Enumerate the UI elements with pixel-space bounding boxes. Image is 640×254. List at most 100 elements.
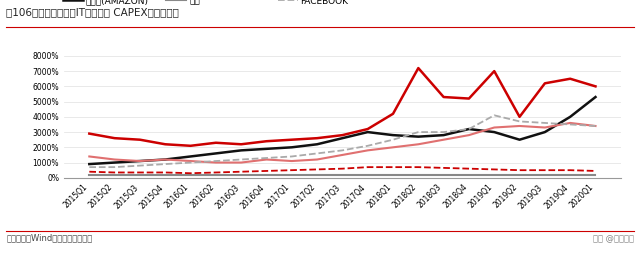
亚马逊(AMAZON) — [541, 131, 548, 134]
微软公司(MICROSOFT) — [490, 126, 498, 129]
谷歌(ALPHABET)-C — [541, 82, 548, 85]
谷歌(ALPHABET)-C — [187, 144, 195, 147]
亚马逊(AMAZON) — [389, 134, 397, 137]
FACEBOOK — [111, 166, 118, 169]
微软公司(MICROSOFT) — [86, 155, 93, 158]
甲骨文(ORACLE) — [465, 167, 473, 170]
思科 — [465, 173, 473, 176]
FACEBOOK — [237, 158, 245, 161]
谷歌(ALPHABET)-C — [465, 97, 473, 100]
微软公司(MICROSOFT) — [440, 138, 447, 141]
FACEBOOK — [566, 123, 574, 126]
谷歌(ALPHABET)-C — [262, 140, 270, 143]
谷歌(ALPHABET)-C — [237, 143, 245, 146]
FACEBOOK — [415, 131, 422, 134]
思科 — [187, 173, 195, 176]
微软公司(MICROSOFT) — [591, 124, 599, 128]
谷歌(ALPHABET)-C — [339, 134, 346, 137]
甲骨文(ORACLE) — [566, 169, 574, 172]
FACEBOOK — [161, 163, 169, 166]
思科 — [541, 173, 548, 176]
Line: 谷歌(ALPHABET)-C: 谷歌(ALPHABET)-C — [90, 68, 595, 146]
Line: FACEBOOK: FACEBOOK — [90, 115, 595, 167]
甲骨文(ORACLE) — [136, 171, 144, 174]
甲骨文(ORACLE) — [187, 172, 195, 175]
谷歌(ALPHABET)-C — [136, 138, 144, 141]
谷歌(ALPHABET)-C — [86, 132, 93, 135]
亚马逊(AMAZON) — [339, 137, 346, 140]
微软公司(MICROSOFT) — [187, 160, 195, 163]
亚马逊(AMAZON) — [566, 115, 574, 118]
亚马逊(AMAZON) — [415, 135, 422, 138]
谷歌(ALPHABET)-C — [212, 141, 220, 144]
甲骨文(ORACLE) — [313, 168, 321, 171]
FACEBOOK — [364, 144, 372, 147]
谷歌(ALPHABET)-C — [566, 77, 574, 80]
谷歌(ALPHABET)-C — [591, 85, 599, 88]
思科 — [440, 173, 447, 176]
微软公司(MICROSOFT) — [415, 143, 422, 146]
甲骨文(ORACLE) — [111, 171, 118, 174]
谷歌(ALPHABET)-C — [389, 112, 397, 115]
Line: 微软公司(MICROSOFT): 微软公司(MICROSOFT) — [90, 123, 595, 163]
Text: 头条 @未来智库: 头条 @未来智库 — [593, 234, 634, 243]
微软公司(MICROSOFT) — [465, 134, 473, 137]
微软公司(MICROSOFT) — [288, 160, 296, 163]
甲骨文(ORACLE) — [389, 166, 397, 169]
甲骨文(ORACLE) — [288, 169, 296, 172]
思科 — [262, 173, 270, 176]
微软公司(MICROSOFT) — [566, 121, 574, 124]
甲骨文(ORACLE) — [262, 169, 270, 172]
甲骨文(ORACLE) — [364, 166, 372, 169]
思科 — [136, 173, 144, 176]
微软公司(MICROSOFT) — [262, 158, 270, 161]
甲骨文(ORACLE) — [591, 169, 599, 172]
FACEBOOK — [389, 138, 397, 141]
微软公司(MICROSOFT) — [136, 160, 144, 163]
微软公司(MICROSOFT) — [516, 124, 524, 128]
思科 — [237, 173, 245, 176]
亚马逊(AMAZON) — [490, 131, 498, 134]
FACEBOOK — [591, 124, 599, 128]
甲骨文(ORACLE) — [490, 168, 498, 171]
亚马逊(AMAZON) — [288, 146, 296, 149]
FACEBOOK — [262, 156, 270, 160]
亚马逊(AMAZON) — [313, 143, 321, 146]
思科 — [339, 173, 346, 176]
甲骨文(ORACLE) — [212, 171, 220, 174]
Line: 甲骨文(ORACLE): 甲骨文(ORACLE) — [90, 167, 595, 173]
微软公司(MICROSOFT) — [339, 153, 346, 156]
甲骨文(ORACLE) — [86, 170, 93, 173]
FACEBOOK — [212, 160, 220, 163]
亚马逊(AMAZON) — [237, 149, 245, 152]
甲骨文(ORACLE) — [339, 167, 346, 170]
微软公司(MICROSOFT) — [313, 158, 321, 161]
微软公司(MICROSOFT) — [389, 146, 397, 149]
FACEBOOK — [339, 149, 346, 152]
思科 — [313, 173, 321, 176]
FACEBOOK — [86, 166, 93, 169]
谷歌(ALPHABET)-C — [490, 70, 498, 73]
亚马逊(AMAZON) — [187, 155, 195, 158]
亚马逊(AMAZON) — [516, 138, 524, 141]
亚马逊(AMAZON) — [440, 134, 447, 137]
思科 — [516, 173, 524, 176]
亚马逊(AMAZON) — [136, 160, 144, 163]
微软公司(MICROSOFT) — [237, 161, 245, 164]
FACEBOOK — [187, 161, 195, 164]
亚马逊(AMAZON) — [86, 163, 93, 166]
亚马逊(AMAZON) — [364, 131, 372, 134]
FACEBOOK — [516, 120, 524, 123]
Text: 资料来源：Wind，中信证券研究部: 资料来源：Wind，中信证券研究部 — [6, 234, 93, 243]
微软公司(MICROSOFT) — [161, 158, 169, 161]
亚马逊(AMAZON) — [161, 158, 169, 161]
思科 — [566, 173, 574, 176]
微软公司(MICROSOFT) — [364, 149, 372, 152]
Text: 图106：北美主要云及IT厂商季度 CAPEX（亿美元）: 图106：北美主要云及IT厂商季度 CAPEX（亿美元） — [6, 8, 179, 18]
谷歌(ALPHABET)-C — [313, 137, 321, 140]
亚马逊(AMAZON) — [262, 147, 270, 150]
FACEBOOK — [136, 164, 144, 167]
思科 — [364, 173, 372, 176]
思科 — [415, 173, 422, 176]
亚马逊(AMAZON) — [591, 96, 599, 99]
